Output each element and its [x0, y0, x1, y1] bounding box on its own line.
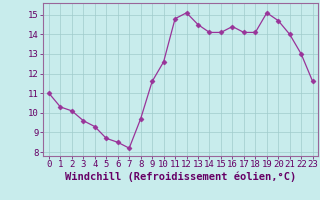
- X-axis label: Windchill (Refroidissement éolien,°C): Windchill (Refroidissement éolien,°C): [65, 172, 296, 182]
